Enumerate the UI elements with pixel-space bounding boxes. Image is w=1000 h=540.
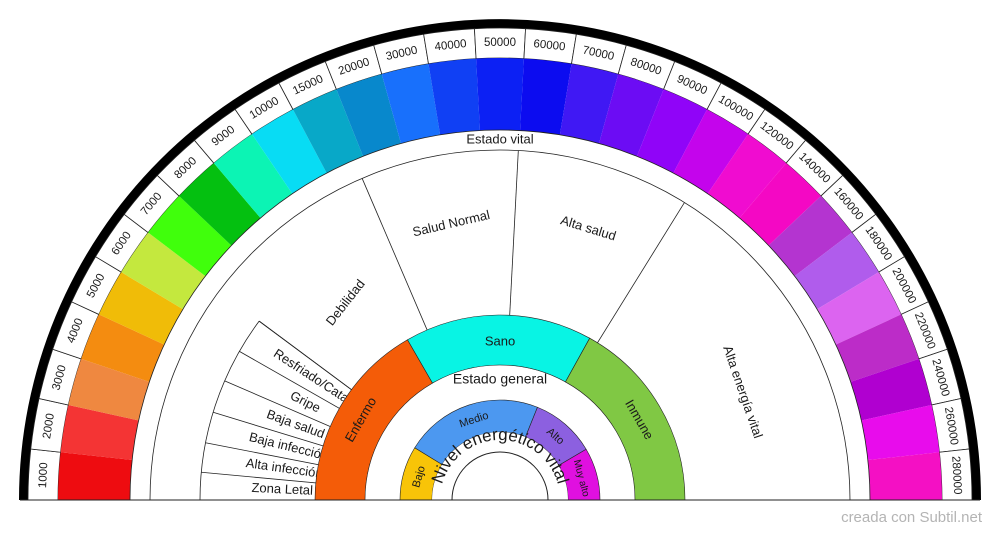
scale-tick-label: 280000 <box>949 456 963 495</box>
scale-color-cell <box>60 404 139 460</box>
vital-left-label: Zona Letal <box>251 480 313 498</box>
segment-label-sano: Sano <box>485 333 515 348</box>
nivel-label-bajo: Bajo <box>410 465 428 489</box>
scale-color-cell <box>835 314 919 382</box>
nivel-hub-band <box>432 432 568 500</box>
scale-ring: 1000200030004000500060007000800090001000… <box>19 19 981 501</box>
scale-color-cell <box>213 134 293 219</box>
scale-color-cell <box>673 109 749 194</box>
scale-color-cell <box>559 63 619 144</box>
credit-text: creada con Subtil.net <box>841 509 982 526</box>
scale-color-cell <box>148 196 232 277</box>
scale-color-cell <box>476 58 524 131</box>
scale-color-cell <box>768 196 852 277</box>
vital-left-arc <box>199 320 260 501</box>
scale-color-cell <box>336 74 402 157</box>
scale-tick-label: 50000 <box>484 37 516 49</box>
estado-vital-title: Estado vital <box>466 131 533 146</box>
scale-color-cell <box>98 272 183 345</box>
estado-general-band <box>365 365 635 500</box>
scale-tick-label: 2000 <box>41 412 57 439</box>
scale-color-cell <box>81 314 165 382</box>
scale-color-cell <box>636 89 708 174</box>
scale-color-cell <box>861 404 940 460</box>
estado-vital-inner-arc <box>149 149 851 501</box>
scale-tick-label: 40000 <box>434 38 467 53</box>
nivel-hub-arc <box>451 451 549 501</box>
scale-color-cell <box>794 232 879 310</box>
scale-color-cell <box>179 163 261 246</box>
scale-color-cell <box>520 58 572 135</box>
scale-color-cell <box>428 58 480 135</box>
scale-tick-label: 1000 <box>37 462 50 488</box>
scale-color-cell <box>121 232 206 310</box>
scale-color-cell <box>292 89 364 174</box>
scale-color-cell <box>251 109 327 194</box>
scale-color-cell <box>817 272 902 345</box>
scale-color-cell <box>850 358 932 421</box>
scale-color-cell <box>598 74 664 157</box>
scale-tick-label: 60000 <box>533 38 566 53</box>
estado-general-title: Estado general <box>453 371 547 387</box>
scale-color-cell <box>867 452 942 500</box>
scale-color-cell <box>739 163 821 246</box>
scale-color-cell <box>381 63 441 144</box>
scale-color-cell <box>58 452 133 500</box>
scale-color-cell <box>68 358 150 421</box>
scale-color-cell <box>707 134 787 219</box>
